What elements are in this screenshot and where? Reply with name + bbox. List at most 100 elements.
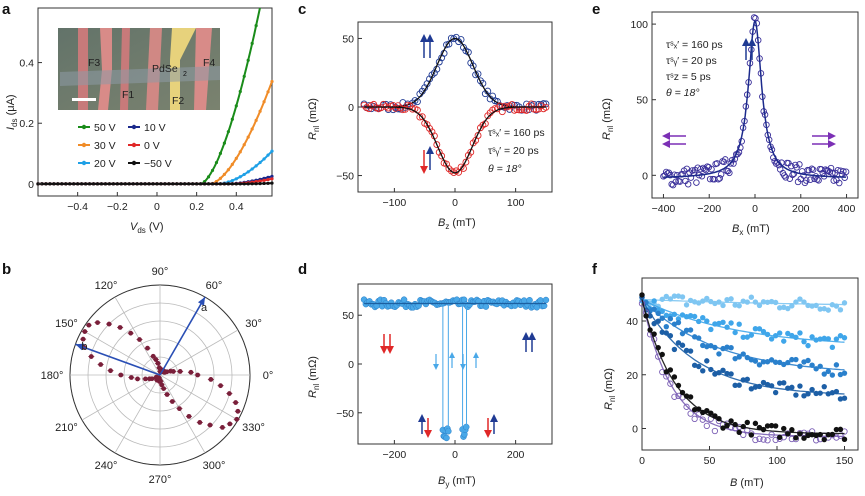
f-point: [760, 328, 767, 335]
e-point: [781, 172, 788, 179]
f-point: [829, 372, 836, 378]
x-tick-label: 200: [507, 449, 525, 461]
iv-point: [99, 182, 104, 186]
c-point-up: [455, 38, 463, 46]
f-point: [675, 293, 682, 299]
f-point: [821, 306, 827, 312]
polar-arrow-b: [75, 343, 161, 376]
y-tick-label: 40: [626, 316, 638, 328]
e-point: [835, 179, 843, 187]
y-tick-label: 50: [636, 95, 648, 107]
polar-angle-label: 180°: [41, 370, 64, 382]
x-tick-label: 150: [836, 455, 854, 467]
f-point: [700, 315, 706, 321]
arrow-up-icon: [490, 414, 498, 422]
f-point: [663, 312, 669, 319]
panel-label-c: c: [298, 1, 306, 18]
f-point: [764, 381, 771, 388]
e-point: [830, 177, 837, 184]
iv-point: [258, 179, 262, 183]
c-point-down: [423, 121, 431, 129]
panel-b-angle-labels: 90° 60° 30° 0° 330° 300° 270° 240° 210° 180° 150° 1…: [41, 266, 274, 486]
x-tick-label: 100: [507, 197, 525, 209]
c-point-down: [399, 106, 407, 114]
iv-point: [270, 79, 274, 84]
polar-angle-label: 330°: [242, 422, 265, 434]
f-point: [716, 351, 722, 357]
panel-c-data: [360, 33, 550, 177]
iv-point: [52, 182, 56, 186]
e-point: [715, 175, 722, 183]
iv-point: [222, 141, 227, 145]
iv-point: [175, 182, 179, 186]
x-tick-label: 100: [768, 455, 786, 467]
d-point: [400, 296, 408, 303]
x-tick-label: 0: [752, 203, 758, 215]
x-tick-label: −100: [383, 197, 407, 209]
iv-point: [64, 182, 68, 186]
f-point: [772, 299, 779, 306]
polar-point: [177, 406, 182, 412]
e-point: [724, 167, 732, 175]
iv-point: [242, 143, 246, 147]
c-point-down: [394, 102, 402, 110]
iv-point: [195, 182, 199, 186]
iv-point: [60, 182, 64, 186]
panel-e-param-tx: τˢₓ′ = 160 ps: [666, 39, 723, 51]
panel-e-magnet-arrows: [662, 38, 836, 148]
f-point: [663, 293, 669, 300]
x-tick-label: 200: [792, 203, 810, 215]
iv-point: [234, 104, 238, 108]
f-point: [813, 432, 819, 439]
polar-arrow-a: [159, 296, 206, 376]
f-fit: [641, 299, 845, 395]
iv-point: [226, 182, 230, 186]
f-point: [821, 436, 827, 443]
iv-point: [258, 160, 262, 165]
iv-point: [230, 162, 234, 166]
y-tick-label: 0: [348, 102, 354, 114]
f-point: [781, 380, 787, 386]
polar-spoke: [159, 374, 206, 454]
panel-e-bx-sweep: −400 −200 0 200 400 0 50 100 τˢₓ′ = 160 ps τˢᵧ′…: [601, 11, 859, 237]
inset-label-f2: F2: [172, 95, 184, 107]
f-point: [805, 357, 811, 364]
iv-point: [254, 164, 258, 168]
c-point-down: [416, 113, 424, 121]
f-point: [772, 423, 779, 429]
f-point: [752, 326, 759, 332]
f-point: [797, 383, 803, 389]
e-point: [717, 171, 725, 178]
f-point: [736, 303, 742, 309]
f-point: [797, 296, 803, 302]
iv-point: [250, 182, 254, 186]
e-point: [750, 14, 758, 21]
c-point-down: [360, 101, 368, 109]
polar-point: [208, 377, 214, 382]
f-point: [732, 382, 738, 389]
polar-point: [153, 357, 159, 362]
panel-f-xlabel: B (mT): [730, 477, 764, 489]
iv-point: [266, 181, 270, 185]
e-point: [815, 177, 822, 184]
f-point: [841, 335, 848, 341]
panel-e-param-tz: τˢz = 5 ps: [666, 71, 711, 83]
f-point: [785, 305, 791, 312]
f-point: [785, 330, 791, 337]
e-point: [684, 180, 692, 188]
iv-point: [131, 182, 135, 186]
y-tick-label: −50: [336, 171, 354, 183]
polar-spoke: [114, 296, 161, 376]
f-point: [777, 434, 783, 441]
f-point: [752, 420, 759, 427]
f-point: [671, 293, 678, 299]
iv-point: [48, 182, 52, 186]
polar-point: [80, 336, 86, 342]
arrow-down-icon: [484, 430, 492, 438]
e-point: [713, 160, 721, 167]
f-point: [748, 357, 755, 363]
f-point: [744, 334, 750, 340]
arrow-down-icon: [420, 166, 428, 174]
iv-point: [214, 179, 219, 184]
f-point: [841, 436, 848, 443]
